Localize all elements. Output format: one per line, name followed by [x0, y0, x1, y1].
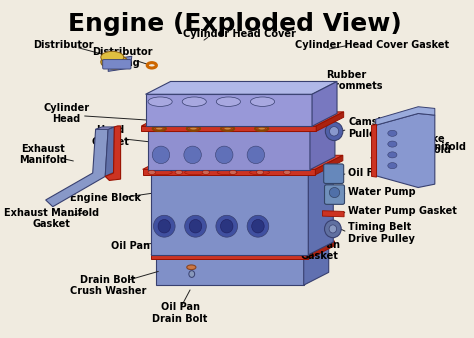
Ellipse shape: [189, 219, 202, 233]
Polygon shape: [308, 161, 333, 255]
Polygon shape: [143, 169, 315, 175]
Ellipse shape: [152, 146, 170, 164]
Text: Exhaust
Manifold: Exhaust Manifold: [19, 144, 67, 166]
Polygon shape: [315, 155, 343, 175]
Polygon shape: [143, 155, 343, 169]
Ellipse shape: [247, 146, 264, 164]
Text: Engine (Exploded View): Engine (Exploded View): [68, 13, 402, 37]
Polygon shape: [376, 107, 435, 125]
Ellipse shape: [182, 97, 206, 106]
Ellipse shape: [329, 225, 337, 233]
Text: Drain Bolt
Crush Washer: Drain Bolt Crush Washer: [70, 274, 146, 296]
Polygon shape: [376, 114, 435, 188]
Text: Intake Manifold
Gasket: Intake Manifold Gasket: [380, 142, 466, 164]
Ellipse shape: [258, 127, 265, 130]
Text: Engine Block: Engine Block: [70, 193, 141, 202]
Text: Timing Belt
Drive Pulley: Timing Belt Drive Pulley: [348, 222, 415, 244]
Polygon shape: [316, 112, 344, 131]
Ellipse shape: [325, 220, 341, 238]
Polygon shape: [141, 112, 344, 126]
Text: Oil Pan: Oil Pan: [110, 241, 150, 251]
Ellipse shape: [250, 97, 274, 106]
Polygon shape: [151, 241, 335, 255]
Polygon shape: [156, 258, 304, 285]
Ellipse shape: [216, 215, 237, 237]
Polygon shape: [105, 126, 120, 180]
Ellipse shape: [325, 122, 343, 141]
FancyBboxPatch shape: [103, 59, 131, 69]
Polygon shape: [108, 56, 132, 71]
Text: Water Pump Gasket: Water Pump Gasket: [348, 206, 457, 216]
Polygon shape: [151, 174, 308, 255]
Text: Oil Pan
Drain Bolt: Oil Pan Drain Bolt: [153, 303, 208, 324]
Text: Distributor
O-ring: Distributor O-ring: [92, 47, 153, 68]
Polygon shape: [147, 131, 310, 170]
Polygon shape: [156, 245, 328, 258]
Text: Distributor: Distributor: [33, 40, 94, 50]
Text: Water Pump: Water Pump: [348, 187, 416, 197]
Ellipse shape: [184, 146, 201, 164]
Text: Cylinder Head Cover: Cylinder Head Cover: [183, 29, 296, 39]
Ellipse shape: [158, 219, 171, 233]
Ellipse shape: [220, 219, 233, 233]
Text: Oil Pan
Gasket: Oil Pan Gasket: [301, 240, 340, 261]
Ellipse shape: [185, 170, 205, 175]
Ellipse shape: [388, 163, 397, 169]
Ellipse shape: [250, 170, 270, 175]
Polygon shape: [46, 129, 108, 207]
Text: Cylinder
Head: Cylinder Head: [44, 103, 90, 124]
Ellipse shape: [329, 188, 340, 198]
Polygon shape: [304, 245, 328, 285]
Polygon shape: [105, 127, 114, 176]
Ellipse shape: [256, 170, 264, 174]
Polygon shape: [312, 81, 337, 126]
Ellipse shape: [187, 265, 196, 270]
Polygon shape: [147, 118, 335, 131]
Polygon shape: [322, 211, 344, 217]
Ellipse shape: [283, 170, 291, 174]
Ellipse shape: [154, 215, 175, 237]
Ellipse shape: [216, 146, 233, 164]
Ellipse shape: [189, 271, 195, 277]
Ellipse shape: [190, 127, 197, 130]
Polygon shape: [146, 94, 312, 126]
Ellipse shape: [148, 97, 172, 106]
Text: Intake
Manifold: Intake Manifold: [403, 134, 451, 155]
Polygon shape: [372, 125, 376, 177]
Ellipse shape: [388, 141, 397, 147]
Ellipse shape: [101, 55, 128, 69]
Ellipse shape: [388, 152, 397, 158]
Ellipse shape: [229, 170, 237, 174]
Text: Camshaft
Pulley: Camshaft Pulley: [348, 117, 400, 139]
FancyBboxPatch shape: [324, 164, 344, 184]
Ellipse shape: [185, 215, 206, 237]
Text: Rubber
Grommets: Rubber Grommets: [327, 70, 383, 91]
Polygon shape: [146, 81, 337, 94]
Ellipse shape: [224, 127, 231, 130]
Text: Exhaust Manifold
Gasket: Exhaust Manifold Gasket: [3, 208, 99, 230]
Polygon shape: [151, 161, 333, 174]
Text: Head
Gasket: Head Gasket: [91, 125, 129, 147]
Ellipse shape: [202, 170, 210, 174]
Text: Oil Filter: Oil Filter: [348, 168, 397, 178]
Polygon shape: [310, 118, 335, 170]
Ellipse shape: [247, 215, 269, 237]
Ellipse shape: [101, 51, 124, 63]
Polygon shape: [308, 241, 335, 259]
Ellipse shape: [148, 170, 155, 174]
Polygon shape: [96, 127, 114, 129]
Ellipse shape: [329, 127, 339, 136]
Polygon shape: [141, 126, 316, 131]
Ellipse shape: [155, 127, 163, 130]
Ellipse shape: [217, 170, 237, 175]
FancyBboxPatch shape: [325, 185, 345, 204]
Text: Cylinder Head Cover Gasket: Cylinder Head Cover Gasket: [295, 40, 449, 50]
Ellipse shape: [152, 170, 172, 175]
Ellipse shape: [216, 97, 240, 106]
Polygon shape: [151, 255, 308, 259]
Ellipse shape: [175, 170, 182, 174]
Ellipse shape: [252, 219, 264, 233]
Ellipse shape: [388, 130, 397, 136]
